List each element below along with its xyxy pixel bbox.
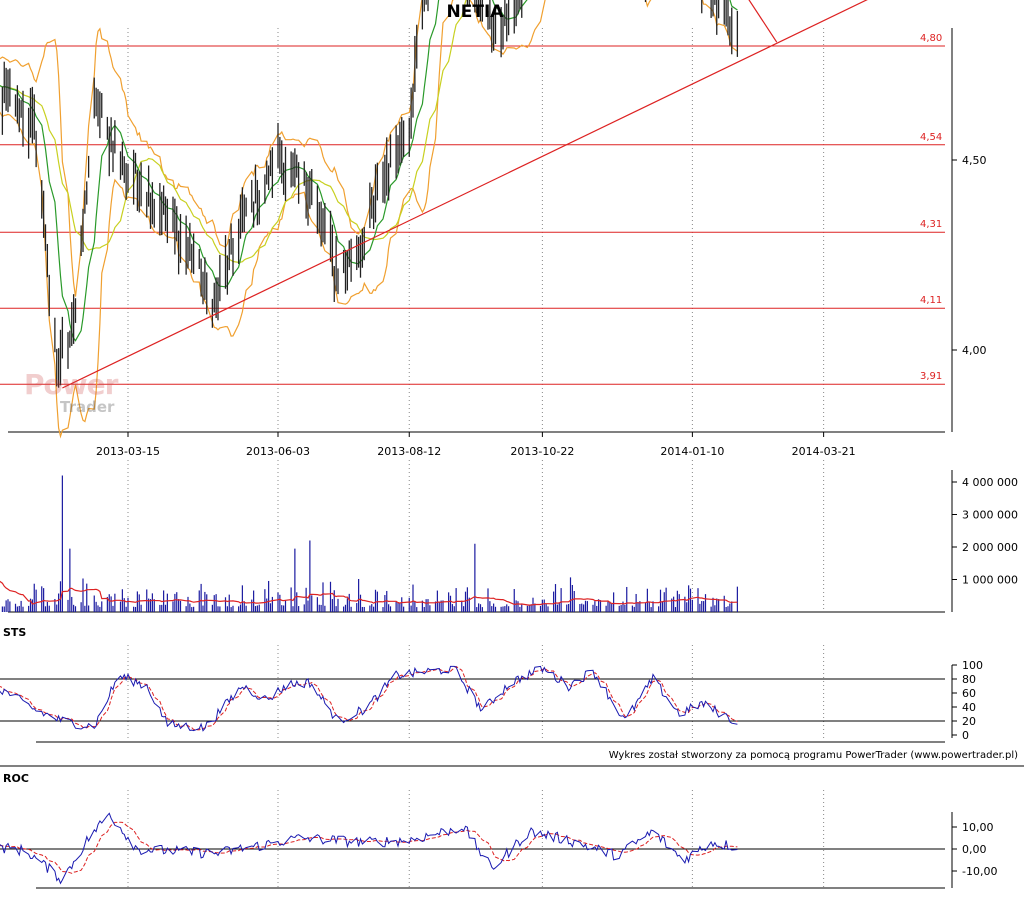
sts-y-label: 0 <box>962 729 969 742</box>
price-x-label: 2013-08-12 <box>377 445 441 458</box>
volume-y-label: 2 000 000 <box>962 541 1018 554</box>
sts-y-label: 60 <box>962 687 976 700</box>
sts-main-line <box>0 665 738 732</box>
price-trendline <box>62 0 868 389</box>
price-level-label: 4,11 <box>920 295 942 306</box>
price-y-label: 4,50 <box>962 154 987 167</box>
sts-signal-line <box>0 665 738 731</box>
ma-long-line <box>0 0 467 264</box>
bollinger-lower <box>0 0 738 439</box>
price-level-label: 4,80 <box>920 33 942 44</box>
roc-main-line <box>0 812 738 885</box>
volume-y-label: 1 000 000 <box>962 574 1018 587</box>
price-x-label: 2014-03-21 <box>792 445 856 458</box>
sts-panel-label: STS <box>3 626 27 639</box>
ma-short-line <box>0 0 738 342</box>
price-level-label: 3,91 <box>920 371 942 382</box>
sts-y-label: 40 <box>962 701 976 714</box>
roc-y-label: 0,00 <box>962 843 987 856</box>
credit-text: Wykres został stworzony za pomocą progra… <box>608 750 1018 761</box>
roc-y-label: 10,00 <box>962 821 994 834</box>
sts-y-label: 20 <box>962 715 976 728</box>
sts-y-label: 80 <box>962 673 976 686</box>
volume-y-label: 4 000 000 <box>962 476 1018 489</box>
price-x-label: 2013-06-03 <box>246 445 310 458</box>
price-level-label: 4,54 <box>920 132 942 143</box>
sts-y-label: 100 <box>962 659 983 672</box>
price-y-label: 4,00 <box>962 344 987 357</box>
volume-ma-line <box>0 580 738 606</box>
price-x-label: 2013-10-22 <box>510 445 574 458</box>
volume-y-label: 3 000 000 <box>962 509 1018 522</box>
roc-signal-line <box>0 821 738 874</box>
price-x-label: 2014-01-10 <box>660 445 724 458</box>
chart-title: NETIA <box>446 2 504 22</box>
price-x-label: 2013-03-15 <box>96 445 160 458</box>
price-level-label: 4,31 <box>920 219 942 230</box>
roc-panel-label: ROC <box>3 772 29 785</box>
roc-y-label: -10,00 <box>962 865 997 878</box>
